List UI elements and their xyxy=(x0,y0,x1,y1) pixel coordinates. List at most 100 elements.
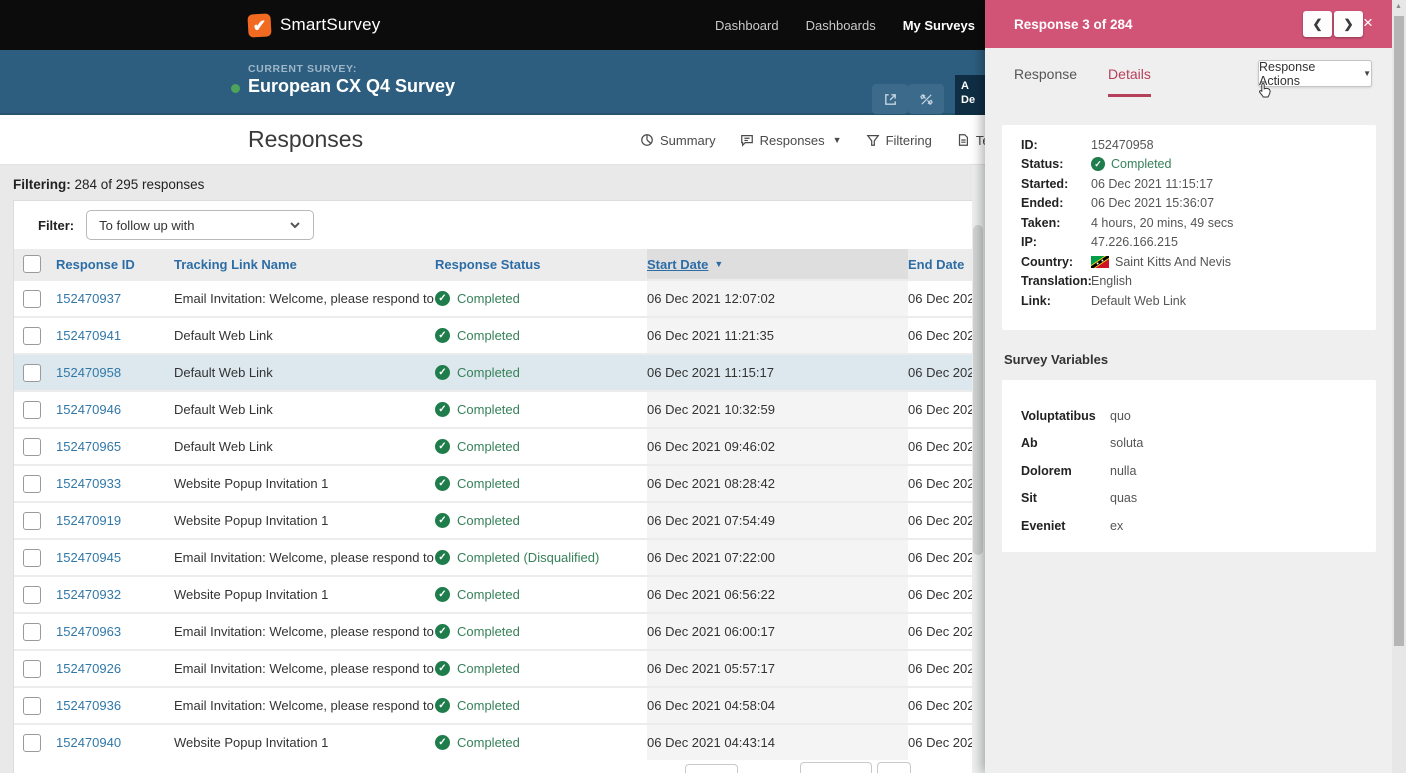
next-response-button[interactable]: ❯ xyxy=(1334,11,1363,37)
response-id-link[interactable]: 152470919 xyxy=(56,513,122,528)
tracking-link-name: Default Web Link xyxy=(174,365,273,380)
response-actions-button[interactable]: Response Actions ▼ xyxy=(1258,60,1372,88)
row-checkbox[interactable] xyxy=(23,659,41,678)
row-checkbox[interactable] xyxy=(23,363,41,382)
open-survey-button[interactable] xyxy=(872,84,908,114)
response-id-link[interactable]: 152470945 xyxy=(56,550,122,565)
pagination-button-partial[interactable] xyxy=(685,764,738,773)
table-row[interactable]: 152470919 Website Popup Invitation 1 ✓ Co… xyxy=(14,501,984,538)
response-id-link[interactable]: 152470933 xyxy=(56,476,122,491)
detail-label: Link: xyxy=(1021,293,1051,308)
design-survey-button-partial[interactable]: A De xyxy=(955,75,985,115)
nav-item-dashboard[interactable]: Dashboard xyxy=(715,17,779,33)
row-checkbox[interactable] xyxy=(23,733,41,752)
table-row[interactable]: 152470963 Email Invitation: Welcome, ple… xyxy=(14,612,984,649)
response-id-link[interactable]: 152470958 xyxy=(56,365,122,380)
response-id-link[interactable]: 152470936 xyxy=(56,698,122,713)
response-id-link[interactable]: 152470965 xyxy=(56,439,122,454)
row-checkbox[interactable] xyxy=(23,474,41,493)
completed-check-icon: ✓ xyxy=(435,550,450,565)
variable-row: Sit quas xyxy=(1021,485,1376,513)
table-row[interactable]: 152470933 Website Popup Invitation 1 ✓ Co… xyxy=(14,464,984,501)
tab-responses[interactable]: Responses ▼ xyxy=(740,133,842,148)
nav-item-dashboards[interactable]: Dashboards xyxy=(805,17,876,33)
start-date-sort-link[interactable]: Start Date xyxy=(647,256,709,272)
response-status: ✓ Completed xyxy=(435,735,647,750)
row-checkbox[interactable] xyxy=(23,437,41,456)
row-checkbox[interactable] xyxy=(23,585,41,604)
speech-bubble-icon xyxy=(740,135,753,147)
filtering-summary-prefix: Filtering: xyxy=(13,177,71,192)
response-id-link[interactable]: 152470963 xyxy=(56,624,122,639)
panel-tab-details[interactable]: Details xyxy=(1108,66,1151,97)
table-row[interactable]: 152470958 Default Web Link ✓ Completed 06… xyxy=(14,353,984,390)
table-row[interactable]: 152470932 Website Popup Invitation 1 ✓ Co… xyxy=(14,575,984,612)
col-header-start-date[interactable]: Start Date ▼ xyxy=(647,249,908,279)
response-details-card: ID: 152470958 Status: ✓ Completed Started… xyxy=(1002,125,1376,330)
chevron-right-icon: ❯ xyxy=(1343,17,1354,31)
end-date: 06 Dec 2021 xyxy=(908,735,982,750)
panel-tab-response[interactable]: Response xyxy=(1014,66,1078,82)
smartsurvey-logo[interactable]: ✔ SmartSurvey xyxy=(247,0,380,50)
row-checkbox[interactable] xyxy=(23,511,41,530)
col-header-end-date[interactable]: End Date xyxy=(908,256,965,272)
survey-tools-button[interactable] xyxy=(908,84,944,114)
pagination-button-partial[interactable] xyxy=(800,762,872,773)
select-all-checkbox[interactable] xyxy=(23,255,41,273)
response-id-link[interactable]: 152470937 xyxy=(56,291,122,306)
row-checkbox[interactable] xyxy=(23,696,41,715)
detail-row: Taken: 4 hours, 20 mins, 49 secs xyxy=(1021,213,1376,233)
row-checkbox[interactable] xyxy=(23,548,41,567)
table-row[interactable]: 152470936 Email Invitation: Welcome, ple… xyxy=(14,686,984,723)
variable-value: quo xyxy=(1110,408,1131,423)
response-id-link[interactable]: 152470932 xyxy=(56,587,122,602)
tab-text-analysis[interactable]: Text Analysis xyxy=(956,133,985,148)
main-scrollbar[interactable] xyxy=(972,165,985,773)
table-row[interactable]: 152470940 Website Popup Invitation 1 ✓ Co… xyxy=(14,723,984,760)
response-id-link[interactable]: 152470926 xyxy=(56,661,122,676)
tab-summary[interactable]: Summary xyxy=(640,133,716,148)
response-detail-panel: Response 3 of 284 ❮ ❯ × Response Details… xyxy=(985,0,1406,773)
col-header-response-status[interactable]: Response Status xyxy=(435,256,541,272)
end-date: 06 Dec 2021 xyxy=(908,698,982,713)
main-area: ✔ SmartSurvey Dashboard Dashboards My Su… xyxy=(0,0,985,773)
table-row[interactable]: 152470945 Email Invitation: Welcome, ple… xyxy=(14,538,984,575)
response-status: ✓ Completed xyxy=(435,291,647,306)
filter-selected-value: To follow up with xyxy=(99,217,195,233)
close-panel-button[interactable]: × xyxy=(1363,14,1373,31)
row-checkbox[interactable] xyxy=(23,622,41,641)
col-header-tracking-link[interactable]: Tracking Link Name xyxy=(174,256,297,272)
table-row[interactable]: 152470965 Default Web Link ✓ Completed 06… xyxy=(14,427,984,464)
tracking-link-name: Default Web Link xyxy=(174,439,273,454)
table-row[interactable]: 152470946 Default Web Link ✓ Completed 06… xyxy=(14,390,984,427)
detail-label: ID: xyxy=(1021,137,1038,152)
row-checkbox[interactable] xyxy=(23,289,41,308)
main-scrollbar-thumb[interactable] xyxy=(973,225,983,555)
row-checkbox[interactable] xyxy=(23,326,41,345)
nav-item-my-surveys[interactable]: My Surveys xyxy=(902,17,975,33)
end-date: 06 Dec 2021 xyxy=(908,402,982,417)
response-id-link[interactable]: 152470946 xyxy=(56,402,122,417)
response-id-link[interactable]: 152470941 xyxy=(56,328,122,343)
external-link-icon xyxy=(884,93,896,105)
prev-response-button[interactable]: ❮ xyxy=(1303,11,1332,37)
row-checkbox[interactable] xyxy=(23,400,41,419)
panel-scrollbar[interactable]: ▲ xyxy=(1392,0,1406,773)
response-status: ✓ Completed xyxy=(435,624,647,639)
table-row[interactable]: 152470941 Default Web Link ✓ Completed 06… xyxy=(14,316,984,353)
nav-links: Dashboard Dashboards My Surveys Librarie… xyxy=(715,0,985,50)
table-row[interactable]: 152470926 Email Invitation: Welcome, ple… xyxy=(14,649,984,686)
tab-responses-label: Responses xyxy=(759,132,825,148)
response-id-link[interactable]: 152470940 xyxy=(56,735,122,750)
completed-check-icon: ✓ xyxy=(435,365,450,380)
start-date: 06 Dec 2021 05:57:17 xyxy=(647,651,908,686)
tab-filtering[interactable]: Filtering xyxy=(866,133,932,148)
col-header-response-id[interactable]: Response ID xyxy=(56,256,135,272)
tracking-link-name: Website Popup Invitation 1 xyxy=(174,513,329,528)
filter-select[interactable]: To follow up with xyxy=(86,210,315,240)
table-row[interactable]: 152470937 Email Invitation: Welcome, ple… xyxy=(14,279,984,316)
status-text: Completed xyxy=(457,661,520,676)
pagination-button-partial[interactable] xyxy=(877,762,911,773)
end-date: 06 Dec 2021 xyxy=(908,328,982,343)
panel-scrollbar-thumb[interactable] xyxy=(1394,16,1404,646)
